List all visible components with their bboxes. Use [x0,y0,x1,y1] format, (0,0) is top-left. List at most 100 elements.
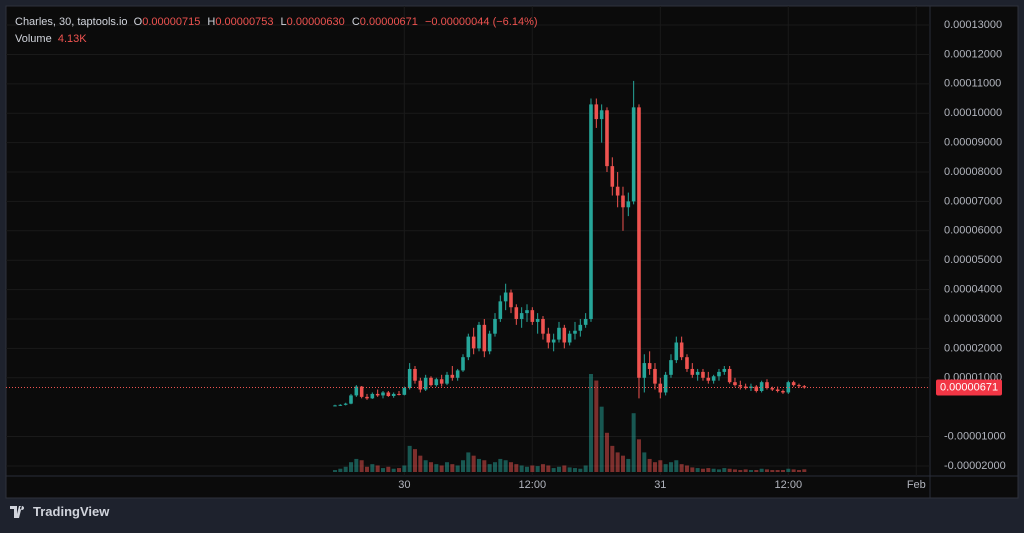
candle-body [482,324,487,352]
x-tick-label: 12:00 [775,479,803,491]
volume-bar [716,469,721,472]
volume-bar [610,445,615,472]
volume-bar [663,464,668,472]
candle-body [674,342,679,361]
candle-body [551,339,556,343]
candle-body [423,377,428,390]
y-tick-label: 0.00013000 [944,19,1002,31]
volume-bar [556,466,561,472]
candle-body [487,333,492,352]
candle-body [797,385,801,387]
y-tick-label: 0.00006000 [944,225,1002,237]
volume-bar [770,470,775,472]
low-value: 0.00000630 [286,16,345,28]
y-tick-label: 0.00005000 [944,254,1002,266]
candle-body [743,386,748,389]
x-tick-label: 30 [398,479,410,491]
candle-body [514,307,519,319]
candle-body [359,386,364,397]
symbol: Charles, 30, taptools.io [15,16,128,28]
volume-bar [333,470,337,472]
candle-body [669,360,673,375]
candle-body [407,368,412,389]
candle-body [413,368,417,381]
volume-bar [535,466,540,472]
candle-body [429,377,433,386]
candle-body [557,327,561,340]
candle-body [477,324,481,349]
close-value: 0.00000671 [359,16,418,28]
last-price-label: 0.00000671 [940,381,998,393]
volume-bar [695,468,700,472]
volume-bar [524,466,529,472]
candle-body [418,380,423,390]
candle-body [386,392,391,396]
candle-body [370,393,375,399]
candle-body [605,110,609,167]
volume-bar [380,468,385,472]
y-tick-label: 0.00002000 [944,342,1002,354]
candle-body [775,389,780,391]
o-label: O [133,16,143,28]
volume-label: Volume [15,33,52,45]
volume-bar [348,462,353,472]
candle-body [727,368,732,383]
candle-body [621,195,625,208]
volume-bar [370,464,375,472]
volume-bar [412,449,417,472]
volume-bar [647,458,652,472]
volume-bar [572,468,577,472]
candle-body [594,104,599,120]
y-tick-label: 0.00004000 [944,283,1002,295]
brand-logo [10,505,25,518]
candle-body [663,374,668,393]
volume-bar [636,439,641,472]
candle-body [791,382,796,386]
volume-bar [439,465,444,472]
candle-body [509,292,513,308]
volume-bar [551,468,556,472]
volume-bar [487,464,492,472]
candle-body [610,166,615,187]
volume-bar [492,462,497,472]
candle-body [717,371,721,377]
volume-value: 4.13K [57,33,87,45]
volume-bar [562,465,567,472]
candle-body [535,318,540,322]
candle-body [759,382,764,391]
volume-bar [791,469,796,472]
volume-bar [530,465,535,472]
candle-body [354,386,359,396]
candle-body [781,390,785,393]
brand[interactable]: TradingView [10,504,109,519]
volume-bar [418,455,423,472]
candle-body [450,374,455,378]
volume-bar [471,455,476,472]
volume-bar [700,468,705,472]
candle-body [786,382,791,393]
candle-body [754,386,759,391]
candle-body [402,388,407,395]
volume-bar [583,465,588,472]
candle-body [802,386,807,388]
volume-bar [690,467,695,472]
candle-body [589,104,593,319]
volume-bar [434,464,439,472]
y-tick-label: 0.00007000 [944,195,1002,207]
volume-bar [796,470,801,472]
volume-bar [604,432,609,472]
y-tick-label: 0.00010000 [944,107,1002,119]
candle-body [434,379,439,386]
candle-body [375,393,380,396]
volume-bar [567,467,572,472]
y-tick-label: 0.00003000 [944,313,1002,325]
volume-bar [508,462,513,472]
candle-body [455,370,460,378]
volume-bar [386,466,391,472]
legend: Charles, 30, taptools.io O0.00000715 H0.… [15,14,542,48]
volume-bar [743,469,748,472]
volume-bar [423,460,428,472]
volume-bar [482,460,487,472]
volume-bar [578,468,583,472]
